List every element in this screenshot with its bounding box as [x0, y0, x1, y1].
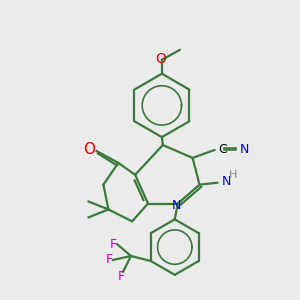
Text: F: F	[110, 238, 117, 250]
Text: H: H	[229, 170, 238, 180]
Text: F: F	[118, 270, 124, 283]
Text: N: N	[172, 199, 182, 212]
Text: O: O	[84, 142, 96, 157]
Text: N: N	[240, 142, 250, 155]
Text: N: N	[221, 175, 231, 188]
Text: C: C	[218, 142, 227, 155]
Text: F: F	[106, 254, 113, 266]
Text: O: O	[155, 52, 166, 66]
